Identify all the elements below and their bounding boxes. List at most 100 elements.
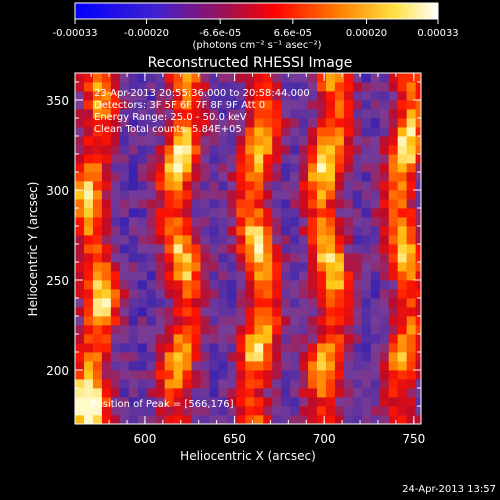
heatmap-cell xyxy=(209,91,219,101)
heatmap-cell xyxy=(236,307,246,317)
heatmap-cell xyxy=(101,145,112,155)
heatmap-cell xyxy=(317,298,327,308)
heatmap-cell xyxy=(182,370,192,380)
heatmap-cell xyxy=(397,235,408,245)
heatmap-cell xyxy=(281,181,291,191)
heatmap-cell xyxy=(236,343,246,353)
heatmap-cell xyxy=(245,190,255,200)
heatmap-cell xyxy=(334,289,345,299)
heatmap-cell xyxy=(254,343,264,353)
heatmap-cell xyxy=(155,127,166,137)
heatmap-cell xyxy=(191,262,201,272)
heatmap-cell xyxy=(334,397,345,407)
heatmap-cell xyxy=(263,388,273,398)
heatmap-cell xyxy=(334,307,345,317)
heatmap-cell xyxy=(92,109,103,119)
heatmap-cell xyxy=(388,109,399,119)
heatmap-cell xyxy=(325,379,336,389)
heatmap-cell xyxy=(128,361,139,371)
heatmap-cell xyxy=(146,127,157,137)
heatmap-cell xyxy=(352,154,363,164)
heatmap-cell xyxy=(388,127,399,137)
heatmap-cell xyxy=(272,271,282,281)
heatmap-cell xyxy=(317,217,327,227)
heatmap-cell xyxy=(254,91,264,101)
heatmap-cell xyxy=(236,352,246,362)
heatmap-cell xyxy=(155,280,166,290)
heatmap-cell xyxy=(317,406,327,416)
heatmap-cell xyxy=(119,343,130,353)
heatmap-cell xyxy=(110,298,121,308)
heatmap-cell xyxy=(343,352,354,362)
heatmap-cell xyxy=(290,118,300,128)
heatmap-cell xyxy=(182,145,192,155)
heatmap-cell xyxy=(308,406,318,416)
x-tick-label: 650 xyxy=(223,432,246,446)
heatmap-cell xyxy=(379,226,390,236)
heatmap-cell xyxy=(218,226,228,236)
heatmap-cell xyxy=(119,352,130,362)
heatmap-cell xyxy=(110,244,121,254)
heatmap-cell xyxy=(236,271,246,281)
heatmap-cell xyxy=(191,352,201,362)
heatmap-cell xyxy=(137,235,148,245)
heatmap-cell xyxy=(272,379,282,389)
heatmap-cell xyxy=(119,307,130,317)
heatmap-cell xyxy=(308,208,318,218)
heatmap-cell xyxy=(361,118,372,128)
heatmap-cell xyxy=(299,163,309,173)
heatmap-cell xyxy=(352,352,363,362)
heatmap-cell xyxy=(146,91,157,101)
heatmap-cell xyxy=(92,136,103,146)
heatmap-cell xyxy=(406,154,417,164)
heatmap-cell xyxy=(370,208,381,218)
heatmap-cell xyxy=(343,298,354,308)
heatmap-cell xyxy=(128,415,139,424)
heatmap-cell xyxy=(317,154,327,164)
heatmap-cell xyxy=(200,334,210,344)
heatmap-cell xyxy=(379,73,390,83)
heatmap-cell xyxy=(317,334,327,344)
heatmap-cell xyxy=(361,352,372,362)
heatmap-cell xyxy=(361,217,372,227)
heatmap-cell xyxy=(227,280,237,290)
heatmap-cell xyxy=(379,343,390,353)
heatmap-cell xyxy=(182,118,192,128)
heatmap-cell xyxy=(272,280,282,290)
heatmap-cell xyxy=(325,226,336,236)
heatmap-cell xyxy=(128,91,139,101)
heatmap-cell xyxy=(83,379,94,389)
heatmap-cell xyxy=(397,82,408,92)
heatmap-cell xyxy=(146,73,157,83)
heatmap-cell xyxy=(209,298,219,308)
heatmap-cell xyxy=(406,253,417,263)
heatmap-cell xyxy=(173,379,183,389)
heatmap-cell xyxy=(406,388,417,398)
heatmap-cell xyxy=(325,307,336,317)
heatmap-cell xyxy=(343,343,354,353)
heatmap-cell xyxy=(164,343,174,353)
heatmap-cell xyxy=(317,190,327,200)
heatmap-cell xyxy=(227,325,237,335)
heatmap-cell xyxy=(415,334,421,344)
heatmap-cell xyxy=(415,91,421,101)
heatmap-cell xyxy=(155,235,166,245)
heatmap-cell xyxy=(83,217,94,227)
heatmap-cell xyxy=(218,388,228,398)
heatmap-cell xyxy=(343,388,354,398)
heatmap-cell xyxy=(146,415,157,424)
heatmap-cell xyxy=(209,343,219,353)
heatmap-cell xyxy=(218,253,228,263)
heatmap-cell xyxy=(164,91,174,101)
heatmap-cell xyxy=(75,181,85,191)
heatmap-cell xyxy=(281,325,291,335)
heatmap-cell xyxy=(137,190,148,200)
heatmap-cell xyxy=(137,253,148,263)
heatmap-cell xyxy=(137,361,148,371)
heatmap-cell xyxy=(146,235,157,245)
heatmap-cell xyxy=(254,73,264,83)
heatmap-cell xyxy=(325,316,336,326)
heatmap-cell xyxy=(182,136,192,146)
heatmap-cell xyxy=(299,271,309,281)
heatmap-cell xyxy=(308,226,318,236)
